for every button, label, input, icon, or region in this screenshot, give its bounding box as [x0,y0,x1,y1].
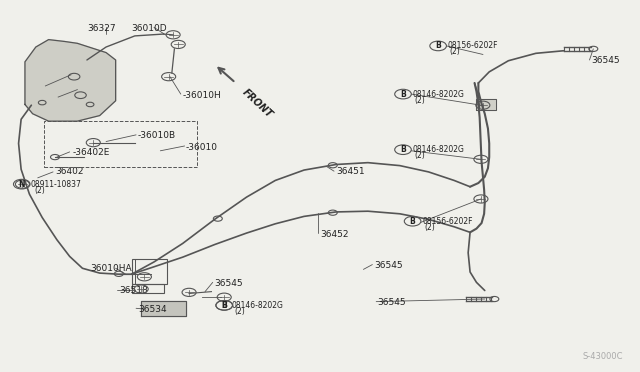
Polygon shape [25,39,116,121]
Text: -36010H: -36010H [182,91,221,100]
Text: 36451: 36451 [336,167,365,176]
Text: 36327: 36327 [87,24,116,33]
Text: -36010: -36010 [186,142,218,151]
Bar [132,259,167,284]
Text: 36545: 36545 [214,279,243,288]
Text: B: B [435,41,441,51]
Text: 36518: 36518 [119,286,148,295]
Text: 08146-8202G: 08146-8202G [413,145,465,154]
Text: B: B [400,90,406,99]
Text: 08146-8202G: 08146-8202G [232,301,284,310]
Text: -36402E: -36402E [72,148,109,157]
Text: 36010D: 36010D [132,24,167,33]
Polygon shape [476,99,495,110]
Text: 36452: 36452 [320,230,349,240]
Text: 36402: 36402 [55,167,83,176]
Text: B: B [400,145,406,154]
Text: S-43000C: S-43000C [583,352,623,361]
Text: 36545: 36545 [378,298,406,307]
Text: -36010B: -36010B [138,131,176,141]
Text: 36545: 36545 [374,261,403,270]
Text: (2): (2) [415,151,425,160]
Text: (2): (2) [424,222,435,232]
Text: (2): (2) [34,186,45,195]
Text: 36010HA: 36010HA [90,264,132,273]
Text: (2): (2) [234,307,245,316]
Text: 08156-6202F: 08156-6202F [448,41,498,51]
Text: N: N [19,180,25,189]
Text: B: B [221,301,227,310]
Text: 08146-8202G: 08146-8202G [413,90,465,99]
Text: B: B [221,301,227,310]
Text: FRONT: FRONT [240,87,274,119]
Text: 36534: 36534 [138,305,166,314]
Polygon shape [141,301,186,317]
Bar [132,284,164,294]
Bar [44,121,197,167]
Text: (2): (2) [450,47,460,56]
Text: 08911-10837: 08911-10837 [31,180,81,189]
Text: 08156-6202F: 08156-6202F [422,217,473,226]
Text: (2): (2) [415,96,425,105]
Text: B: B [410,217,415,226]
Text: 36545: 36545 [591,56,620,65]
